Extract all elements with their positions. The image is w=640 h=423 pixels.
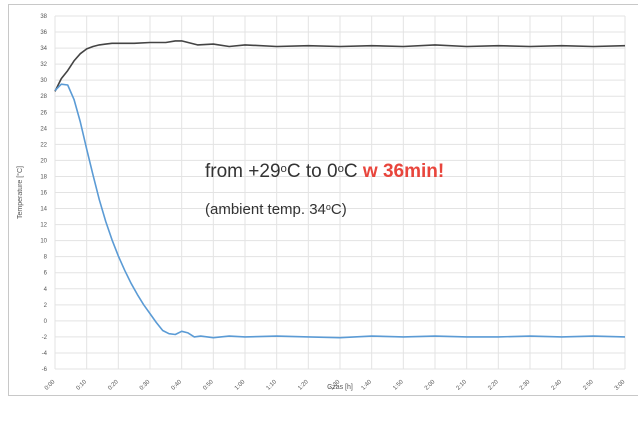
chart-frame: -6 -4 -2 0 2 4 6 8 10 12 14 16 18 20 22 24 26 28 30 32 34 36 3… bbox=[8, 4, 638, 396]
y-tick-label: 16 bbox=[40, 191, 47, 197]
y-tick-label: 30 bbox=[40, 78, 47, 84]
annotation-highlight: w 36min! bbox=[362, 161, 445, 182]
x-tick-label: 2:50 bbox=[582, 379, 595, 392]
y-tick-label: 28 bbox=[40, 94, 47, 100]
x-tick-label: 1:40 bbox=[361, 379, 374, 392]
ambient-temperature-line bbox=[54, 40, 626, 92]
y-tick-label: 4 bbox=[44, 287, 48, 293]
y-tick-label: 32 bbox=[40, 62, 47, 68]
y-tick-label: 12 bbox=[40, 223, 47, 229]
cooled-temperature-line bbox=[54, 83, 626, 339]
x-tick-label: 2:40 bbox=[551, 379, 564, 392]
y-axis-title: Temperature [°C] bbox=[16, 166, 24, 219]
y-tick-label: 2 bbox=[44, 303, 48, 309]
x-tick-label: 2:10 bbox=[456, 379, 469, 392]
grid bbox=[54, 15, 626, 370]
annotation-line-2: (ambient temp. 34oC) bbox=[205, 201, 347, 218]
y-tick-label: 34 bbox=[40, 46, 47, 52]
annotation-prefix: from +29 bbox=[205, 161, 281, 182]
y-tick-label: 0 bbox=[44, 319, 48, 325]
y-tick-label: 14 bbox=[40, 207, 47, 213]
y-tick-label: 36 bbox=[40, 30, 47, 36]
y-tick-label: 8 bbox=[44, 255, 48, 261]
x-axis-title: Czas [h] bbox=[327, 384, 353, 391]
y-tick-label: 24 bbox=[40, 126, 47, 132]
temperature-chart: -6-4-20246810121416182022242628303234363… bbox=[16, 14, 627, 392]
x-tick-label: 1:10 bbox=[266, 379, 279, 392]
annotation-ambient-suffix: C) bbox=[330, 201, 347, 218]
x-tick-label: 0:10 bbox=[76, 379, 89, 392]
degree-symbol: o bbox=[325, 202, 331, 213]
annotation-mid: C to 0 bbox=[286, 161, 338, 182]
series-lines bbox=[54, 40, 626, 339]
x-tick-label: 2:20 bbox=[487, 379, 500, 392]
y-tick-label: 18 bbox=[40, 174, 47, 180]
annotation-after: C bbox=[343, 161, 363, 182]
x-tick-label: 1:00 bbox=[234, 379, 247, 392]
x-tick-label: 2:00 bbox=[424, 379, 437, 392]
x-tick-label: 0:30 bbox=[139, 379, 152, 392]
x-tick-label: 1:50 bbox=[392, 379, 405, 392]
y-tick-label: 6 bbox=[44, 271, 48, 277]
x-tick-label: 0:40 bbox=[171, 379, 184, 392]
y-axis-ticks: -6-4-20246810121416182022242628303234363… bbox=[40, 14, 47, 373]
y-tick-label: -2 bbox=[42, 335, 48, 341]
x-tick-label: 1:20 bbox=[297, 379, 310, 392]
y-tick-label: 38 bbox=[40, 14, 47, 20]
y-tick-label: 20 bbox=[40, 158, 47, 164]
degree-symbol: o bbox=[337, 162, 344, 175]
y-tick-label: 10 bbox=[40, 239, 47, 245]
x-tick-label: 3:00 bbox=[614, 379, 627, 392]
annotation-ambient: (ambient temp. 34 bbox=[205, 201, 326, 218]
y-tick-label: -6 bbox=[42, 367, 48, 373]
annotation-line-1: from +29oC to 0oC w 36min! bbox=[205, 161, 444, 183]
y-tick-label: 22 bbox=[40, 142, 47, 148]
x-tick-label: 0:00 bbox=[44, 379, 57, 392]
x-tick-label: 0:20 bbox=[107, 379, 120, 392]
y-tick-label: -4 bbox=[42, 351, 48, 357]
y-tick-label: 26 bbox=[40, 110, 47, 116]
x-tick-label: 0:50 bbox=[202, 379, 215, 392]
degree-symbol: o bbox=[280, 162, 287, 175]
x-tick-label: 2:30 bbox=[519, 379, 532, 392]
